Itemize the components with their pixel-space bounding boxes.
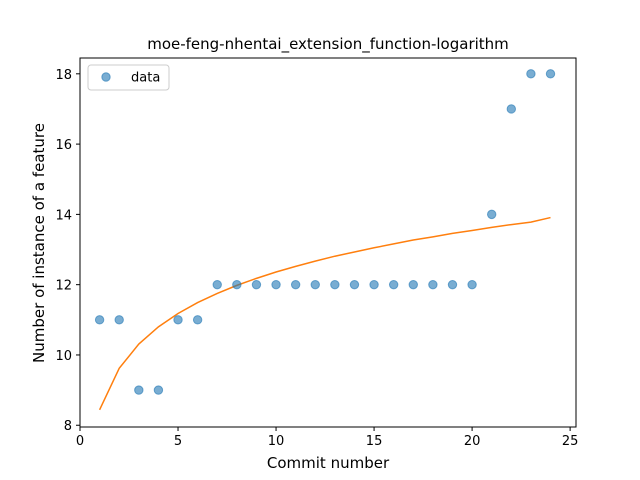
x-tick-label: 0 [76,434,84,449]
data-point [212,279,222,290]
y-tick-label: 8 [64,419,72,434]
data-point [388,279,399,290]
x-tick-label: 20 [464,434,481,449]
y-tick-label: 18 [55,68,72,83]
fit-line [98,216,551,411]
chart-title: moe-feng-nhentai_extension_function-loga… [147,35,509,54]
data-point [271,279,281,290]
data-point [408,279,418,290]
x-tick-label: 5 [174,434,182,449]
legend-marker [101,72,111,82]
data-point [545,69,556,79]
y-tick-label: 14 [55,208,72,223]
data-point [467,279,477,290]
axes: 0 5 10 15 20 25 8 10 12 14 16 18 [55,57,579,449]
plot-frame [79,57,577,428]
legend-box [87,64,170,91]
x-tick-label: 10 [268,434,285,449]
x-axis-label: Commit number [267,454,390,472]
data-point [114,315,124,325]
data-point [428,279,438,290]
data-point [192,315,203,325]
y-tick-label: 12 [55,279,72,294]
data-point [447,279,458,290]
plot-marks [94,69,556,411]
data-point [173,315,183,325]
data-point [251,279,262,290]
y-tick-label: 10 [55,349,72,364]
data-point [94,315,105,325]
data-point [232,279,242,290]
data-point [134,385,144,395]
data-point [290,279,301,290]
y-tick-label: 16 [55,138,72,153]
data-point [526,69,536,79]
y-axis-label: Number of instance of a feature [30,123,48,363]
x-tick-label: 15 [366,434,383,449]
data-point [153,385,164,395]
data-point [369,279,379,290]
legend-label: data [131,71,160,86]
data-point [349,279,360,290]
x-tick-label: 25 [562,434,579,449]
data-point [506,104,517,114]
data-point [310,279,320,290]
legend: data [87,64,170,91]
data-point [486,209,497,220]
data-point [330,279,340,290]
